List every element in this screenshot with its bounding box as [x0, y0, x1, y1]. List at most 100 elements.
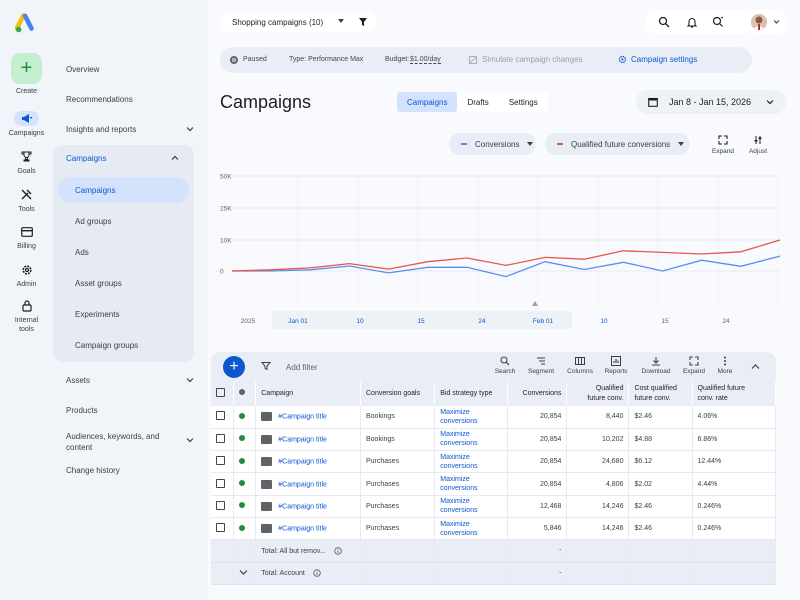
row-checkbox[interactable]	[216, 433, 225, 443]
status-dot-enabled[interactable]	[238, 480, 245, 487]
header-conversions[interactable]: Conversions	[507, 382, 568, 406]
nav-sub-campaign-groups[interactable]: Campaign groups	[75, 341, 139, 350]
row-bid-strategy[interactable]: Maximize conversions	[434, 517, 509, 541]
status-dot-enabled[interactable]	[238, 524, 245, 531]
table-search-button[interactable]: Search	[490, 356, 520, 375]
chevron-down-icon[interactable]	[239, 569, 248, 576]
header-conversion-goals[interactable]: Conversion goals	[360, 382, 436, 406]
nav-sub-asset-groups[interactable]: Asset groups	[75, 279, 122, 288]
annotation-marker[interactable]	[532, 301, 538, 306]
table-columns-button[interactable]: Columns	[565, 356, 595, 375]
info-icon[interactable]	[313, 569, 321, 577]
account-menu[interactable]	[746, 10, 788, 34]
campaign-name-link[interactable]: #Campaign title	[278, 503, 327, 511]
table-row[interactable]: #Campaign title Bookings Maximize conversio…	[211, 406, 777, 429]
table-row[interactable]: #Campaign title Purchases Maximize conversi…	[211, 495, 777, 518]
table-expand-button[interactable]: Expand	[679, 356, 709, 375]
table-row[interactable]: #Campaign title Purchases Maximize conversi…	[211, 517, 777, 541]
chart-expand-button[interactable]: Expand	[708, 135, 738, 155]
nav-change-history[interactable]: Change history	[66, 466, 120, 475]
status-budget-value[interactable]: $1.00/day	[410, 56, 441, 64]
nav-overview[interactable]: Overview	[66, 65, 100, 74]
date-range-picker[interactable]: Jan 8 - Jan 15, 2026	[636, 90, 786, 114]
search-icon[interactable]	[658, 16, 670, 28]
header-campaign[interactable]: Campaign	[255, 382, 361, 406]
campaign-name-link[interactable]: #Campaign title	[278, 458, 327, 466]
rail-item-internal-tools[interactable]: Internal tools	[14, 317, 39, 333]
nav-sub-ads[interactable]: Ads	[75, 248, 89, 257]
row-checkbox[interactable]	[216, 411, 225, 421]
campaign-settings-link[interactable]: Campaign settings	[631, 55, 698, 64]
nav-sub-experiments[interactable]: Experiments	[75, 310, 120, 319]
google-ads-logo[interactable]	[15, 13, 37, 35]
chart-adjust-button[interactable]: Adjust	[743, 135, 773, 155]
trophy-icon[interactable]	[14, 149, 39, 164]
campaign-name-link[interactable]: #Campaign title	[278, 436, 327, 444]
lock-icon[interactable]	[14, 298, 39, 313]
rail-item-campaigns[interactable]: Campaigns	[8, 130, 45, 137]
chevron-down-icon[interactable]	[186, 376, 194, 384]
table-segment-button[interactable]: Segment	[526, 356, 556, 375]
add-filter-input[interactable]: Add filter	[286, 363, 318, 372]
rail-item-tools[interactable]: Tools	[18, 206, 35, 213]
row-checkbox[interactable]	[216, 478, 225, 488]
header-cost-qualified[interactable]: Cost qualified future conv.	[628, 382, 693, 406]
filter-icon[interactable]	[261, 361, 271, 371]
row-bid-strategy[interactable]: Maximize conversions	[434, 450, 509, 474]
status-dot-enabled[interactable]	[238, 435, 245, 442]
nav-sub-ad-groups[interactable]: Ad groups	[75, 217, 112, 226]
nav-assets[interactable]: Assets	[66, 376, 91, 385]
row-bid-strategy[interactable]: Maximize conversions	[434, 472, 509, 496]
nav-insights-reports[interactable]: Insights and reports	[66, 125, 137, 134]
nav-sub-campaigns[interactable]: Campaigns	[75, 186, 116, 195]
row-bid-strategy[interactable]: Maximize conversions	[434, 495, 509, 518]
tools-icon[interactable]	[14, 187, 39, 202]
nav-recommendations[interactable]: Recommendations	[66, 95, 133, 104]
select-all-checkbox[interactable]	[216, 387, 225, 397]
nav-campaigns-header[interactable]: Campaigns	[66, 154, 107, 163]
status-dot-enabled[interactable]	[238, 502, 245, 509]
metric-selector-qualified[interactable]: Qualified future conversions	[545, 133, 690, 155]
chevron-up-icon[interactable]	[171, 154, 179, 162]
simulate-changes-link[interactable]: Simulate campaign changes	[482, 55, 583, 64]
gear-icon[interactable]	[14, 262, 39, 277]
create-button[interactable]: +	[11, 53, 42, 84]
filter-icon[interactable]	[358, 17, 368, 27]
campaign-name-link[interactable]: #Campaign title	[278, 525, 327, 533]
table-row[interactable]: #Campaign title Purchases Maximize conversi…	[211, 450, 777, 474]
rail-item-billing[interactable]: Billing	[17, 243, 36, 250]
chevron-down-icon[interactable]	[186, 125, 194, 133]
row-checkbox[interactable]	[216, 456, 225, 466]
chevron-up-icon[interactable]	[751, 363, 760, 370]
row-checkbox[interactable]	[216, 523, 225, 533]
tab-settings[interactable]: Settings	[498, 92, 548, 112]
campaign-name-link[interactable]: #Campaign title	[278, 480, 327, 488]
row-bid-strategy[interactable]: Maximize conversions	[434, 428, 509, 452]
campaign-name-link[interactable]: #Campaign title	[278, 413, 327, 421]
table-row[interactable]: #Campaign title Purchases Maximize conversi…	[211, 472, 777, 496]
add-campaign-button[interactable]: +	[223, 356, 245, 378]
tab-drafts[interactable]: Drafts	[457, 92, 499, 112]
status-dot-enabled[interactable]	[238, 457, 245, 464]
nav-audiences[interactable]: Audiences, keywords, and content	[66, 432, 160, 452]
table-reports-button[interactable]: Reports	[601, 356, 631, 375]
chevron-down-icon[interactable]	[186, 436, 194, 444]
header-conv-rate[interactable]: Qualified future conv. rate	[692, 382, 777, 406]
row-checkbox[interactable]	[216, 500, 225, 510]
table-more-button[interactable]: More	[710, 356, 740, 375]
header-bid-strategy[interactable]: Bid strategy type	[434, 382, 509, 406]
table-row[interactable]: #Campaign title Bookings Maximize conversio…	[211, 428, 777, 452]
bell-icon[interactable]	[686, 16, 698, 28]
rail-item-admin[interactable]: Admin	[16, 281, 37, 288]
header-qualified-future-conv[interactable]: Qualified future conv.	[566, 382, 630, 406]
x-axis-range-band[interactable]	[272, 311, 572, 329]
metric-selector-conversions[interactable]: Conversions	[449, 133, 536, 155]
table-download-button[interactable]: Download	[641, 356, 671, 375]
nav-products[interactable]: Products	[66, 406, 98, 415]
row-bid-strategy[interactable]: Maximize conversions	[434, 406, 509, 429]
tab-campaigns[interactable]: Campaigns	[397, 92, 458, 112]
info-icon[interactable]	[333, 547, 342, 555]
rail-item-goals[interactable]: Goals	[17, 168, 36, 175]
megaphone-icon[interactable]	[14, 111, 39, 126]
credit-card-icon[interactable]	[14, 224, 39, 239]
